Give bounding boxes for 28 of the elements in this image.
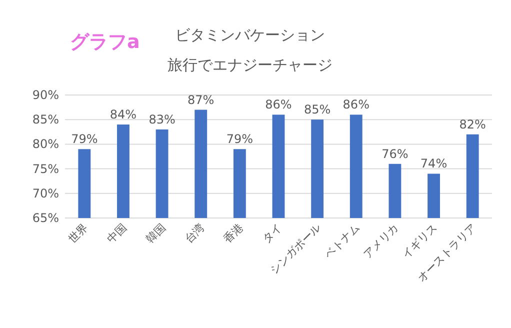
y-tick-label: 70%: [32, 186, 59, 200]
x-tick-label: 中国: [104, 220, 130, 246]
y-tick-label: 90%: [32, 88, 59, 102]
data-label: 86%: [265, 98, 292, 112]
x-tick-label: ベトナム: [322, 220, 362, 262]
data-label: 76%: [382, 146, 408, 161]
data-label: 79%: [71, 132, 98, 146]
x-tick-label: タイ: [260, 220, 285, 246]
x-tick-label: 韓国: [143, 220, 168, 246]
x-tick-label: 香港: [221, 220, 246, 246]
data-label: 79%: [226, 132, 254, 146]
chart-title: ビタミンバケーション: [175, 26, 325, 44]
data-label: 74%: [420, 156, 448, 171]
y-tick-label: 85%: [32, 112, 59, 127]
data-label: 84%: [110, 108, 137, 122]
y-tick-label: 80%: [32, 137, 59, 152]
chart-subtitle: 旅行でエナジーチャージ: [168, 56, 332, 74]
x-tick-label: 台湾: [182, 220, 207, 246]
data-label: 82%: [459, 117, 486, 132]
data-label: 86%: [342, 98, 370, 112]
data-label: 83%: [148, 112, 176, 126]
y-tick-label: 75%: [32, 162, 59, 176]
data-label: 85%: [304, 102, 331, 117]
text: グラフa: [70, 31, 140, 53]
x-tick-label: 世界: [66, 220, 91, 246]
x-tick-label: アメリカ: [360, 220, 402, 262]
data-label: 87%: [188, 92, 214, 107]
y-tick-label: 65%: [32, 211, 59, 225]
